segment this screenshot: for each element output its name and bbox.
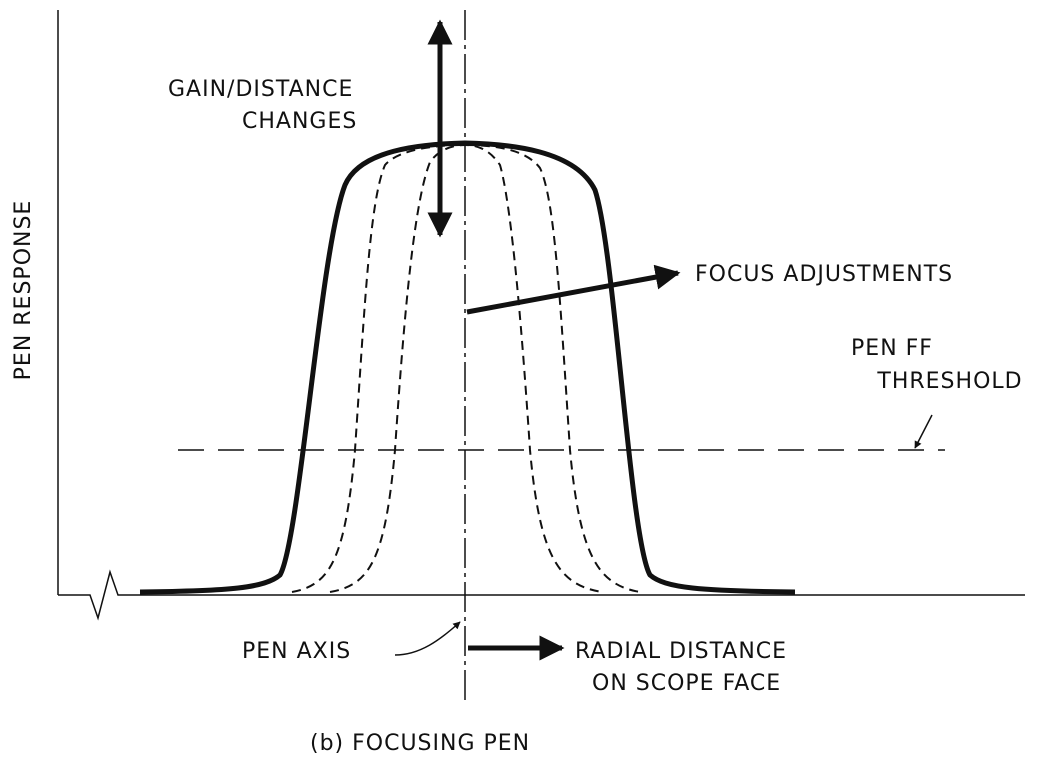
label: PEN AXIS [242, 639, 351, 664]
label: PEN FF [851, 336, 933, 361]
label: THRESHOLD [876, 369, 1022, 394]
label: RADIAL DISTANCE [575, 639, 787, 664]
y-axis-label: PEN RESPONSE [11, 200, 36, 381]
threshold-leader [914, 414, 933, 449]
response-curve-dashed [291, 143, 641, 593]
response-curve-dashed [329, 143, 603, 593]
label: GAIN/DISTANCE [168, 77, 353, 102]
caption: (b) FOCUSING PEN [310, 731, 530, 756]
label: FOCUS ADJUSTMENTS [695, 262, 953, 287]
response-curve [139, 140, 796, 595]
x-axis [58, 569, 1025, 621]
label: CHANGES [242, 109, 357, 134]
pen-axis-leader [394, 621, 461, 656]
focus-arrow [466, 264, 681, 315]
label: ON SCOPE FACE [592, 671, 781, 696]
